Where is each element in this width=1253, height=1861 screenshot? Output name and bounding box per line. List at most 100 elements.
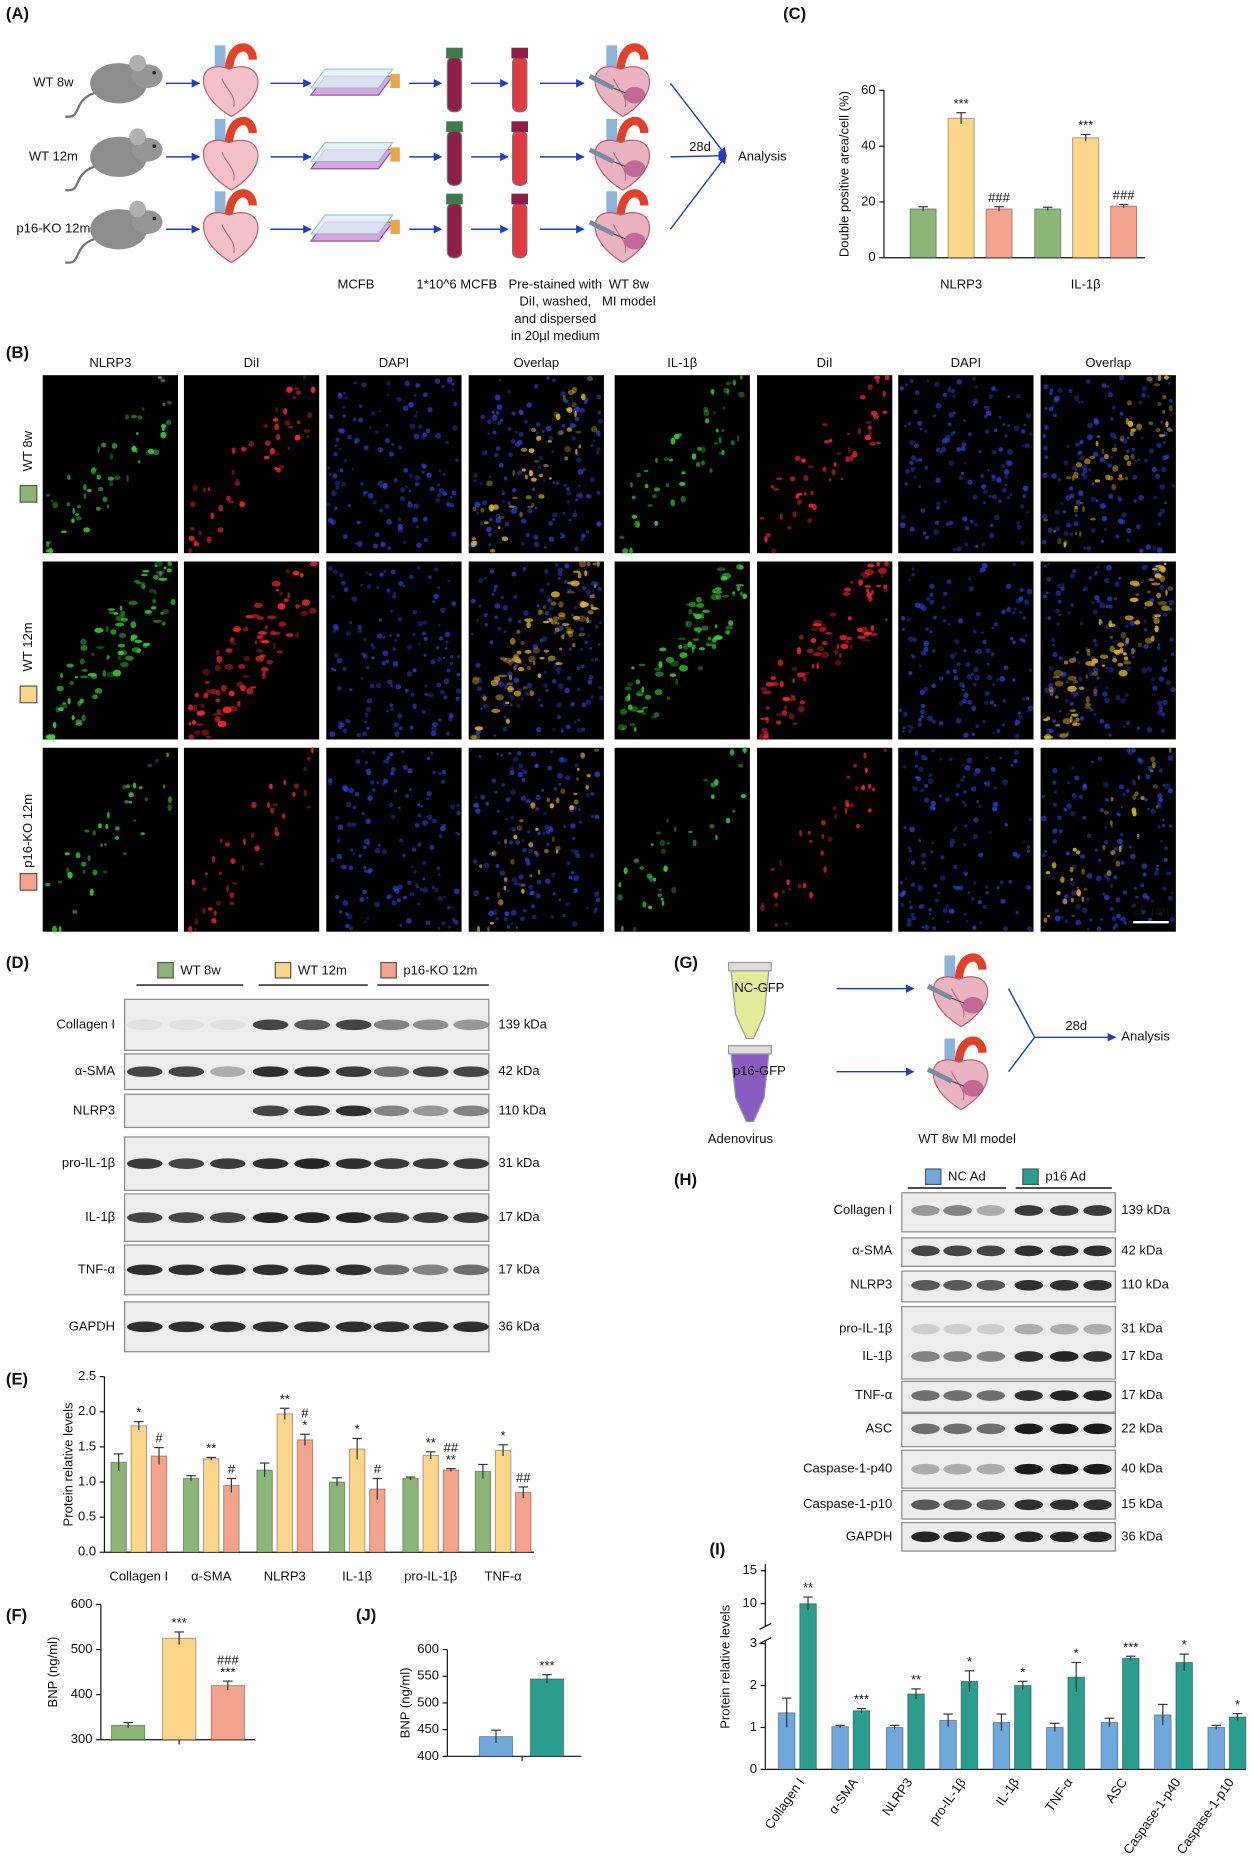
nucleus bbox=[551, 872, 556, 877]
label: 1*10^6 MCFB bbox=[416, 276, 497, 291]
signal bbox=[521, 468, 526, 472]
signal bbox=[158, 577, 168, 581]
signal bbox=[1070, 897, 1074, 903]
nucleus bbox=[1018, 596, 1023, 601]
nucleus bbox=[1114, 581, 1120, 587]
label: 0.5 bbox=[78, 1509, 96, 1524]
nucleus bbox=[932, 615, 937, 620]
nucleus bbox=[1126, 748, 1131, 753]
label: Collagen I bbox=[56, 1016, 115, 1031]
nucleus bbox=[411, 847, 417, 853]
signal bbox=[133, 580, 141, 583]
nucleus bbox=[985, 890, 989, 895]
signal bbox=[67, 871, 73, 879]
signal bbox=[529, 690, 535, 697]
nucleus bbox=[1157, 804, 1162, 809]
nucleus bbox=[531, 487, 536, 492]
signal bbox=[162, 784, 166, 789]
signal bbox=[1086, 651, 1091, 657]
nucleus bbox=[389, 707, 395, 712]
bar bbox=[210, 1685, 245, 1741]
nucleus bbox=[943, 499, 948, 504]
signal bbox=[293, 386, 300, 390]
signal bbox=[188, 722, 192, 726]
blot-band bbox=[943, 1499, 972, 1511]
blot-band bbox=[453, 1264, 489, 1276]
bar bbox=[256, 1469, 273, 1553]
blot-band bbox=[335, 1212, 372, 1223]
nucleus bbox=[371, 751, 376, 755]
label: WT 8w MI model bbox=[918, 1131, 1016, 1146]
signal bbox=[292, 570, 300, 576]
nucleus bbox=[564, 563, 570, 569]
signal bbox=[520, 641, 525, 646]
label: * bbox=[967, 1654, 972, 1669]
signal bbox=[482, 696, 487, 701]
nucleus bbox=[1128, 845, 1132, 849]
signal bbox=[650, 715, 657, 719]
signal bbox=[1063, 540, 1068, 546]
nucleus bbox=[579, 647, 584, 652]
signal bbox=[1072, 722, 1081, 726]
nucleus bbox=[991, 477, 996, 482]
signal bbox=[539, 656, 545, 660]
signal bbox=[1098, 618, 1102, 626]
nucleus bbox=[358, 404, 363, 409]
signal bbox=[504, 838, 508, 845]
nucleus bbox=[445, 440, 449, 445]
nucleus bbox=[397, 517, 402, 522]
label: TNF-α bbox=[78, 1261, 116, 1276]
axis-break bbox=[759, 1622, 772, 1630]
signal bbox=[215, 698, 221, 703]
signal bbox=[81, 861, 87, 867]
nucleus bbox=[968, 586, 974, 592]
blot-band bbox=[252, 1264, 289, 1276]
signal bbox=[740, 375, 743, 380]
signal bbox=[130, 637, 135, 642]
blot-band bbox=[1014, 1463, 1043, 1475]
nucleus bbox=[352, 417, 357, 422]
signal bbox=[94, 688, 103, 694]
nucleus bbox=[991, 474, 996, 479]
legend-swatch bbox=[924, 1168, 942, 1186]
nucleus bbox=[492, 415, 498, 421]
signal bbox=[790, 476, 796, 482]
signal bbox=[670, 499, 676, 507]
nucleus bbox=[1104, 723, 1110, 729]
nucleus bbox=[1052, 718, 1057, 723]
nucleus bbox=[349, 621, 353, 625]
error-bar bbox=[332, 1477, 342, 1487]
signal bbox=[264, 440, 271, 447]
signal bbox=[1168, 747, 1172, 753]
signal bbox=[92, 869, 98, 876]
signal bbox=[142, 569, 150, 573]
signal bbox=[864, 767, 868, 774]
label: NLRP3 bbox=[264, 1569, 306, 1584]
nucleus bbox=[511, 826, 516, 832]
signal bbox=[810, 638, 817, 644]
nucleus bbox=[352, 805, 357, 810]
nucleus bbox=[488, 532, 492, 537]
signal bbox=[196, 723, 204, 726]
nucleus bbox=[929, 849, 934, 854]
nucleus bbox=[1061, 582, 1065, 587]
blot-band bbox=[976, 1463, 1006, 1475]
signal bbox=[538, 494, 545, 499]
nucleus bbox=[409, 423, 416, 430]
label: α-SMA bbox=[825, 1775, 860, 1817]
nucleus bbox=[565, 902, 570, 907]
nucleus bbox=[425, 428, 431, 434]
blot-band bbox=[373, 1066, 410, 1078]
signal bbox=[521, 888, 525, 894]
signal bbox=[1056, 891, 1061, 895]
nucleus bbox=[1003, 469, 1010, 475]
label: 42 kDa bbox=[1121, 1242, 1163, 1257]
nucleus bbox=[909, 460, 914, 466]
nucleus bbox=[1109, 906, 1114, 911]
nucleus bbox=[926, 379, 930, 383]
nucleus bbox=[1115, 897, 1121, 903]
signal bbox=[75, 516, 82, 521]
label: DiI bbox=[817, 355, 833, 370]
signal bbox=[233, 625, 241, 633]
nucleus bbox=[1002, 723, 1005, 727]
